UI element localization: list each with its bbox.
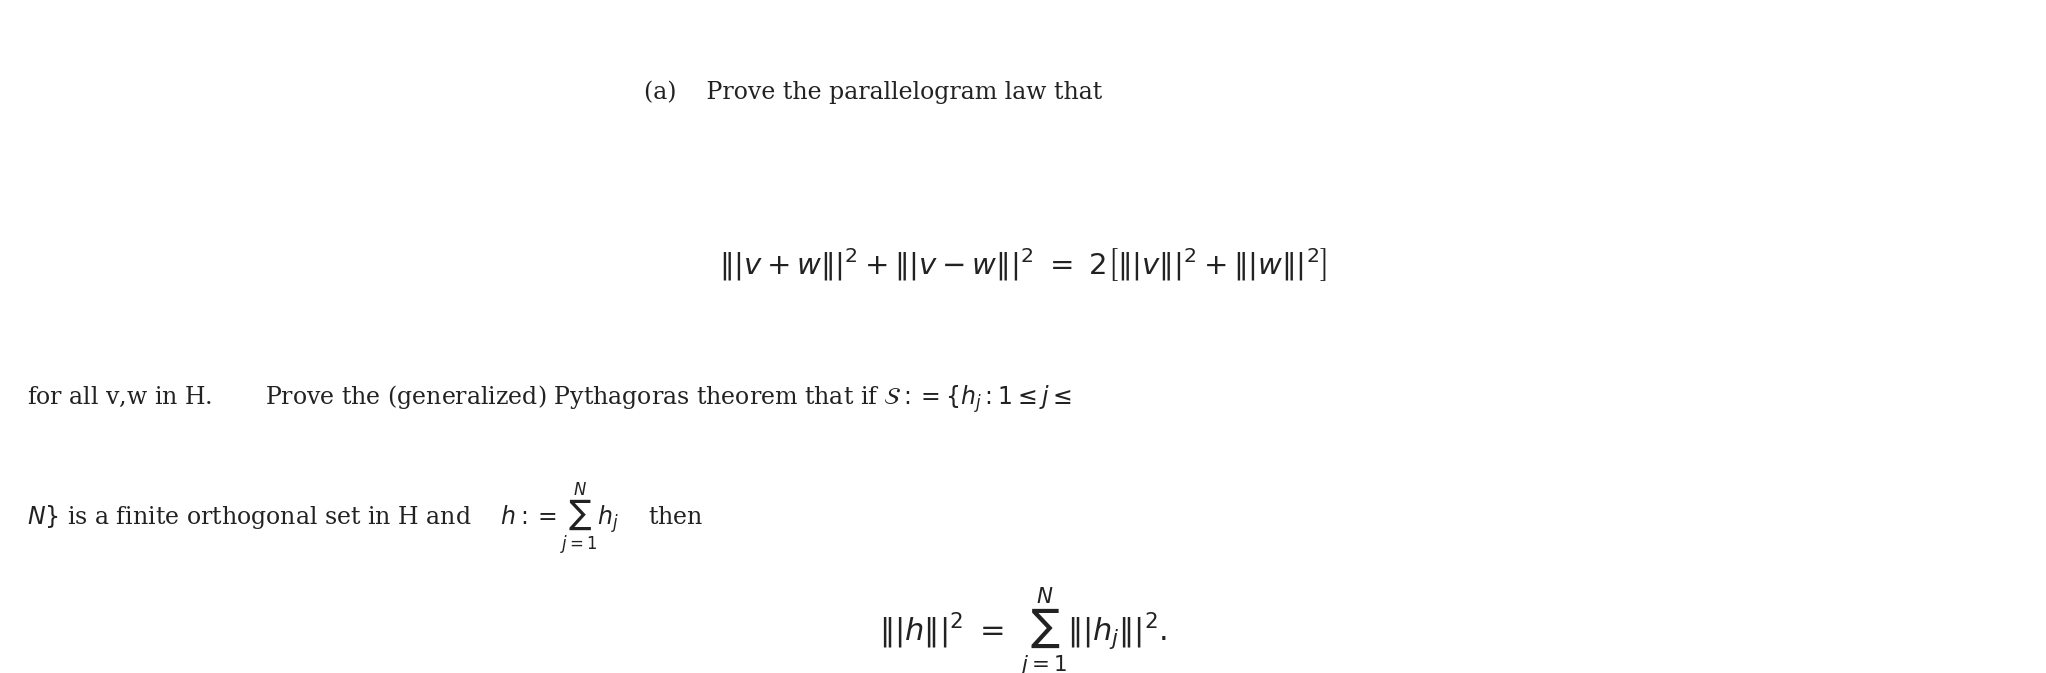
Text: for all v,w in H.       Prove the (generalized) Pythagoras theorem that if $\mat: for all v,w in H. Prove the (generalized… (27, 384, 1072, 415)
Text: (a)    Prove the parallelogram law that: (a) Prove the parallelogram law that (644, 81, 1103, 104)
Text: $\||v + w\||^2 + \||v - w\||^2 \ = \ 2\left[\||v\||^2 + \||w\||^2\right]$: $\||v + w\||^2 + \||v - w\||^2 \ = \ 2\l… (718, 246, 1328, 283)
Text: $\|| h \||^2 \ = \ \sum_{j=1}^{N} \|| h_j \||^2.$: $\|| h \||^2 \ = \ \sum_{j=1}^{N} \|| h_… (880, 586, 1166, 673)
Text: $N\}$ is a finite orthogonal set in H and $\quad h := \sum_{j=1}^{N} h_j \quad$ : $N\}$ is a finite orthogonal set in H an… (27, 481, 704, 557)
